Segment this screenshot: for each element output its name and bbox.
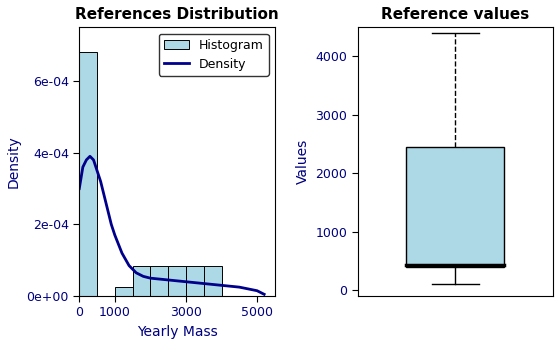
Bar [151,266,168,296]
Bar [80,52,97,296]
Bar [168,266,186,296]
Title: References Distribution: References Distribution [75,7,279,22]
Y-axis label: Density: Density [7,135,21,188]
Bar [115,287,133,296]
Bar [186,266,204,296]
Bar [204,266,222,296]
Legend: Histogram, Density: Histogram, Density [158,34,269,76]
Bar [133,266,151,296]
Title: Reference values: Reference values [381,7,529,22]
X-axis label: Yearly Mass: Yearly Mass [137,325,217,339]
FancyBboxPatch shape [407,147,504,267]
Y-axis label: Values: Values [296,139,310,184]
